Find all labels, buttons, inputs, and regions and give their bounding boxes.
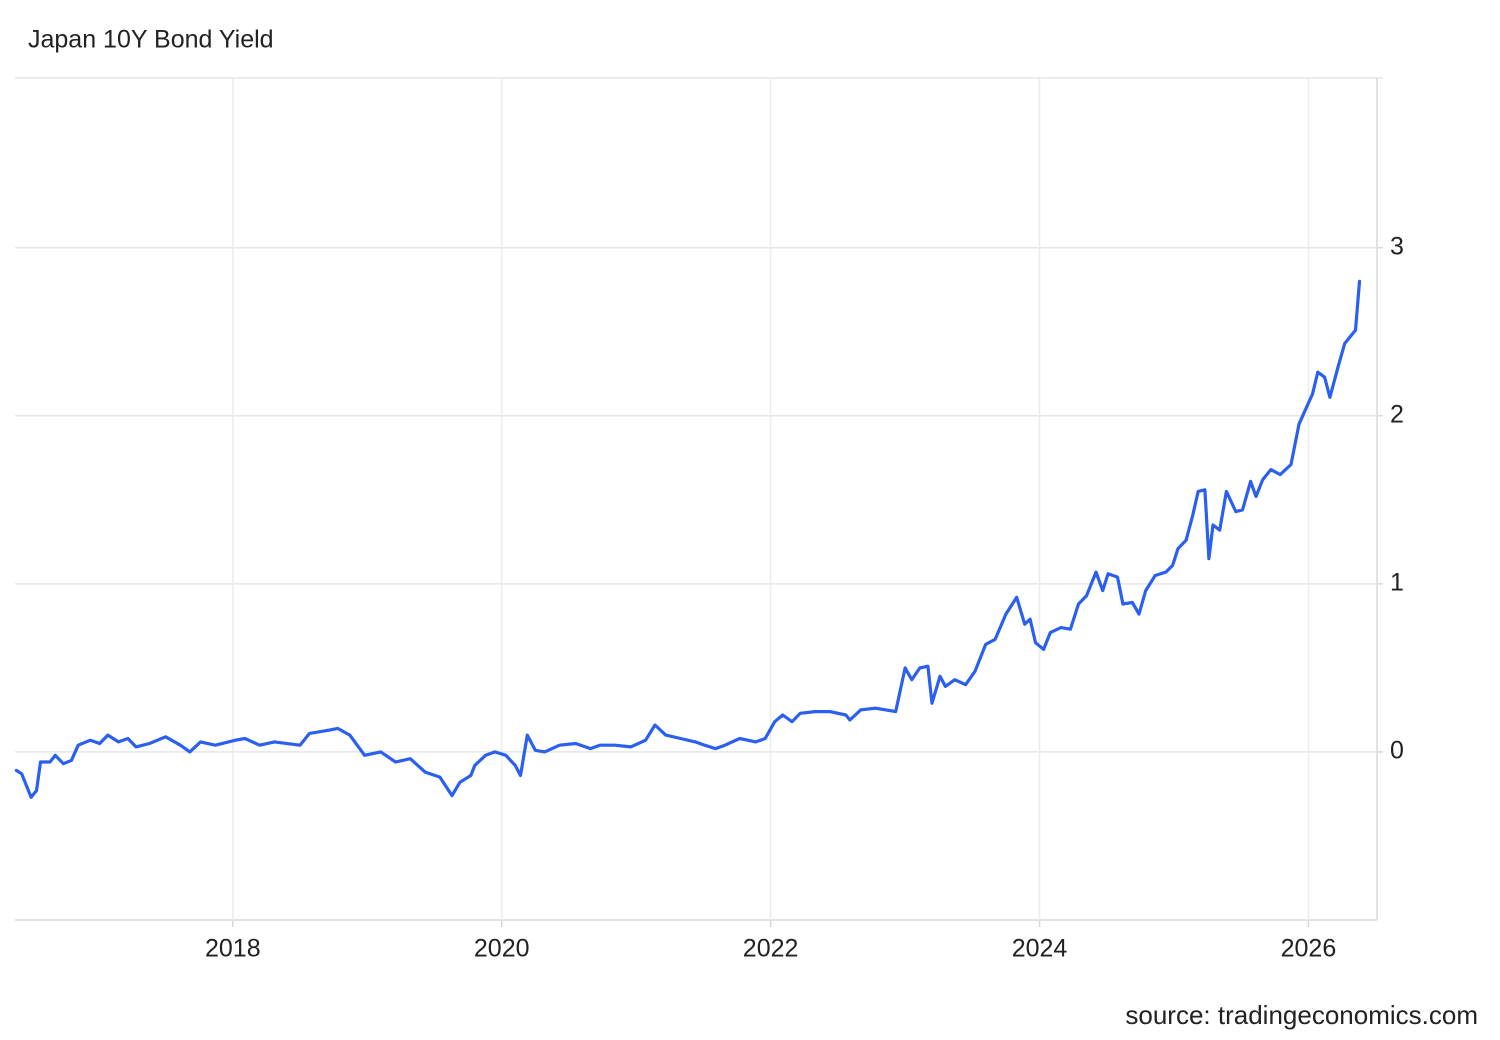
x-tick-label: 2020 [474,935,530,963]
x-tick-label: 2022 [743,935,799,963]
x-tick-label: 2018 [205,935,261,963]
data-line [14,279,1362,799]
y-tick-label: 1 [1390,568,1404,596]
chart-title: Japan 10Y Bond Yield [28,26,274,54]
y-tick-label: 0 [1390,737,1404,765]
x-tick-label: 2026 [1281,935,1337,963]
source-note: source: tradingeconomics.com [1125,1000,1478,1030]
y-tick-label: 2 [1390,400,1404,428]
y-tick-label: 3 [1390,232,1404,260]
x-tick-label: 2024 [1012,935,1068,963]
